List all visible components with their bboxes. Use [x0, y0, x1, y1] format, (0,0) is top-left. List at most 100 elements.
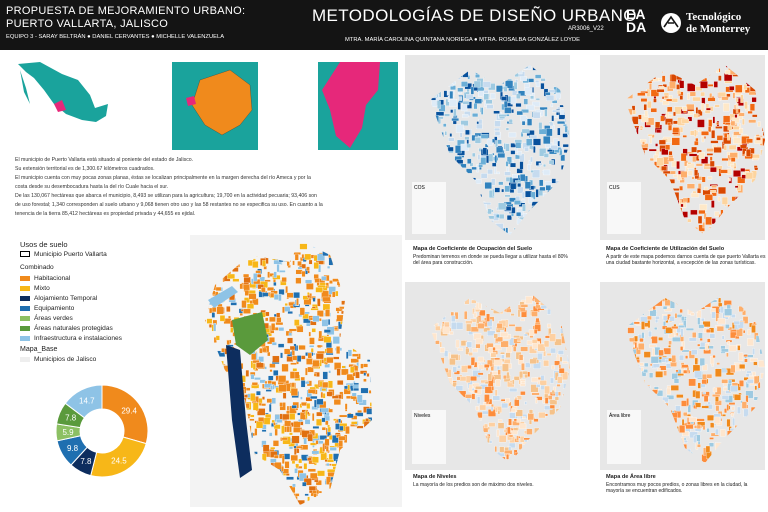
logo-text: Tecnológico — [686, 11, 742, 23]
parcel — [494, 407, 498, 413]
parcel — [260, 287, 266, 293]
parcel — [692, 96, 701, 102]
parcel — [252, 261, 259, 268]
parcel — [682, 106, 688, 111]
parcel — [519, 371, 524, 379]
parcel — [307, 352, 312, 359]
parcel — [465, 320, 473, 324]
parcel — [466, 143, 471, 148]
parcel — [656, 129, 662, 133]
parcel — [666, 387, 671, 395]
parcel — [734, 185, 739, 188]
parcel — [259, 348, 263, 354]
parcel — [574, 118, 576, 120]
parcel — [713, 146, 722, 153]
parcel — [560, 154, 566, 162]
intro-line: El municipio de Puerto Vallarta está sit… — [15, 157, 194, 163]
parcel — [706, 148, 714, 152]
parcel — [239, 283, 243, 290]
parcel — [455, 124, 464, 133]
parcel — [248, 293, 257, 300]
parcel — [515, 409, 523, 417]
parcel — [666, 110, 669, 119]
parcel — [663, 370, 667, 376]
parcel — [262, 444, 270, 452]
parcel — [573, 215, 580, 221]
parcel — [546, 353, 552, 356]
parcel — [456, 322, 464, 330]
parcel — [745, 373, 750, 377]
legend-item: Habitacional — [20, 275, 70, 282]
parcel — [326, 357, 334, 364]
parcel — [530, 384, 539, 393]
caption-title: Mapa de Coeficiente de Utilización del S… — [606, 246, 725, 252]
parcel — [648, 330, 652, 337]
parcel — [695, 86, 703, 91]
parcel — [321, 388, 327, 392]
parcel — [530, 95, 534, 100]
parcel — [731, 117, 740, 123]
parcel — [513, 200, 521, 205]
parcel — [643, 351, 651, 358]
parcel — [643, 104, 647, 111]
parcel — [665, 144, 671, 151]
parcel — [473, 312, 477, 318]
parcel — [701, 405, 709, 409]
parcel — [261, 429, 267, 432]
parcel — [753, 361, 758, 366]
parcel — [289, 432, 293, 436]
parcel — [317, 298, 321, 307]
parcel — [706, 428, 710, 433]
parcel — [703, 240, 710, 245]
parcel — [634, 335, 638, 342]
parcel — [517, 309, 521, 318]
parcel — [715, 126, 723, 129]
parcel — [672, 127, 680, 134]
parcel — [557, 376, 563, 384]
parcel — [464, 136, 470, 140]
parcel — [505, 398, 510, 404]
parcel — [315, 287, 323, 293]
parcel — [732, 92, 736, 99]
parcel — [655, 143, 659, 147]
parcel — [495, 336, 503, 342]
parcel — [529, 134, 538, 139]
parcel — [723, 144, 727, 151]
parcel — [574, 387, 576, 392]
parcel — [719, 306, 724, 314]
parcel — [718, 302, 723, 308]
parcel — [572, 106, 580, 109]
parcel — [472, 308, 475, 315]
parcel — [511, 430, 518, 435]
parcel — [270, 446, 276, 450]
parcel — [691, 146, 697, 153]
parcel — [449, 331, 454, 335]
parcel — [731, 322, 735, 329]
parcel — [742, 310, 747, 316]
parcel — [529, 358, 537, 364]
parcel — [528, 160, 532, 165]
caption: Mapa de Área libre Encontramos muy pocos … — [606, 474, 766, 495]
parcel — [702, 391, 706, 395]
parcel — [476, 316, 480, 324]
parcel — [325, 446, 329, 452]
parcel — [292, 368, 298, 372]
parcel — [352, 384, 359, 389]
parcel — [515, 142, 522, 149]
parcel — [642, 141, 645, 145]
parcel — [515, 154, 520, 160]
parcel — [470, 86, 475, 95]
parcel — [252, 360, 260, 364]
parcel — [487, 373, 492, 381]
parcel — [457, 347, 464, 351]
parcel — [700, 103, 705, 112]
parcel — [524, 146, 529, 152]
parcel — [665, 327, 673, 334]
parcel — [288, 328, 297, 332]
parcel — [697, 382, 701, 389]
parcel — [679, 425, 686, 433]
parcel — [744, 101, 748, 110]
parcel — [268, 375, 274, 381]
parcel — [304, 493, 309, 497]
parcel — [444, 113, 450, 117]
